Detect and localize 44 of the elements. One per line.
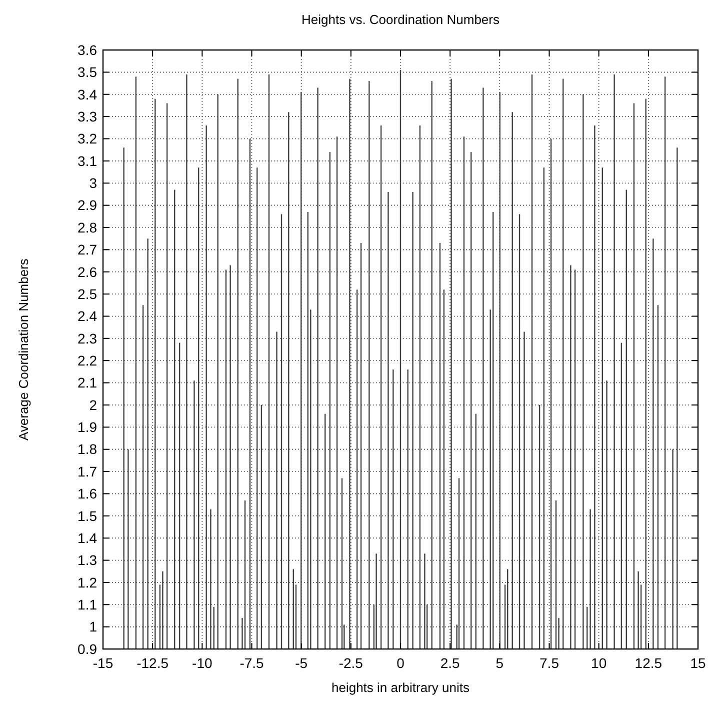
y-tick-label: 2 [89,396,98,413]
x-tick-label: 7.5 [540,655,560,671]
y-tick-label: 1.3 [78,552,98,568]
x-tick-label: 5 [496,655,504,671]
x-tick-label: 2.5 [440,655,460,671]
x-tick-label: 12.5 [634,655,662,671]
y-tick-label: 3.1 [78,152,98,169]
y-tick-label: 2.4 [78,308,98,324]
x-tick-label: -2.5 [338,655,364,671]
y-tick-label: 3.2 [78,130,98,147]
y-tick-label: 2.8 [78,219,98,236]
y-tick-label: 3.4 [78,86,98,102]
x-axis-title: heights in arbitrary units [331,680,470,695]
y-tick-label: 2.1 [78,374,98,391]
y-tick-label: 3 [89,175,98,192]
y-tick-label: 1.1 [78,596,98,613]
y-tick-label: 3.3 [78,108,98,124]
y-tick-label: 1.5 [78,508,98,524]
y-tick-label: 0.9 [78,640,98,657]
y-tick-label: 2.2 [78,352,98,368]
y-tick-label: 2.9 [78,197,98,214]
x-tick-label: -12.5 [136,655,169,671]
y-tick-label: 1 [89,618,98,635]
chart-title: Heights vs. Coordination Numbers [302,12,500,27]
y-tick-label: 3.5 [78,64,98,80]
y-tick-label: 2.6 [78,264,98,280]
y-axis-title: Average Coordination Numbers [16,258,31,440]
x-tick-label: -7.5 [240,655,264,671]
x-tick-label: 10 [591,655,607,671]
y-tick-label: 2.7 [78,242,98,258]
y-tick-label: 3.6 [78,42,98,58]
x-tick-label: -5 [295,655,308,671]
y-tick-label: 1.6 [78,486,98,502]
y-tick-label: 1.8 [78,441,98,458]
x-tick-label: 0 [396,655,405,671]
x-tick-label: 15 [690,655,706,671]
y-tick-label: 1.9 [78,419,98,436]
y-tick-label: 1.7 [78,463,98,480]
y-tick-label: 2.5 [78,286,98,302]
y-tick-label: 1.2 [78,574,98,590]
x-tick-label: -15 [92,655,114,671]
y-tick-label: 2.3 [78,330,98,346]
x-tick-label: -10 [192,655,212,671]
y-tick-label: 1.4 [78,530,98,546]
